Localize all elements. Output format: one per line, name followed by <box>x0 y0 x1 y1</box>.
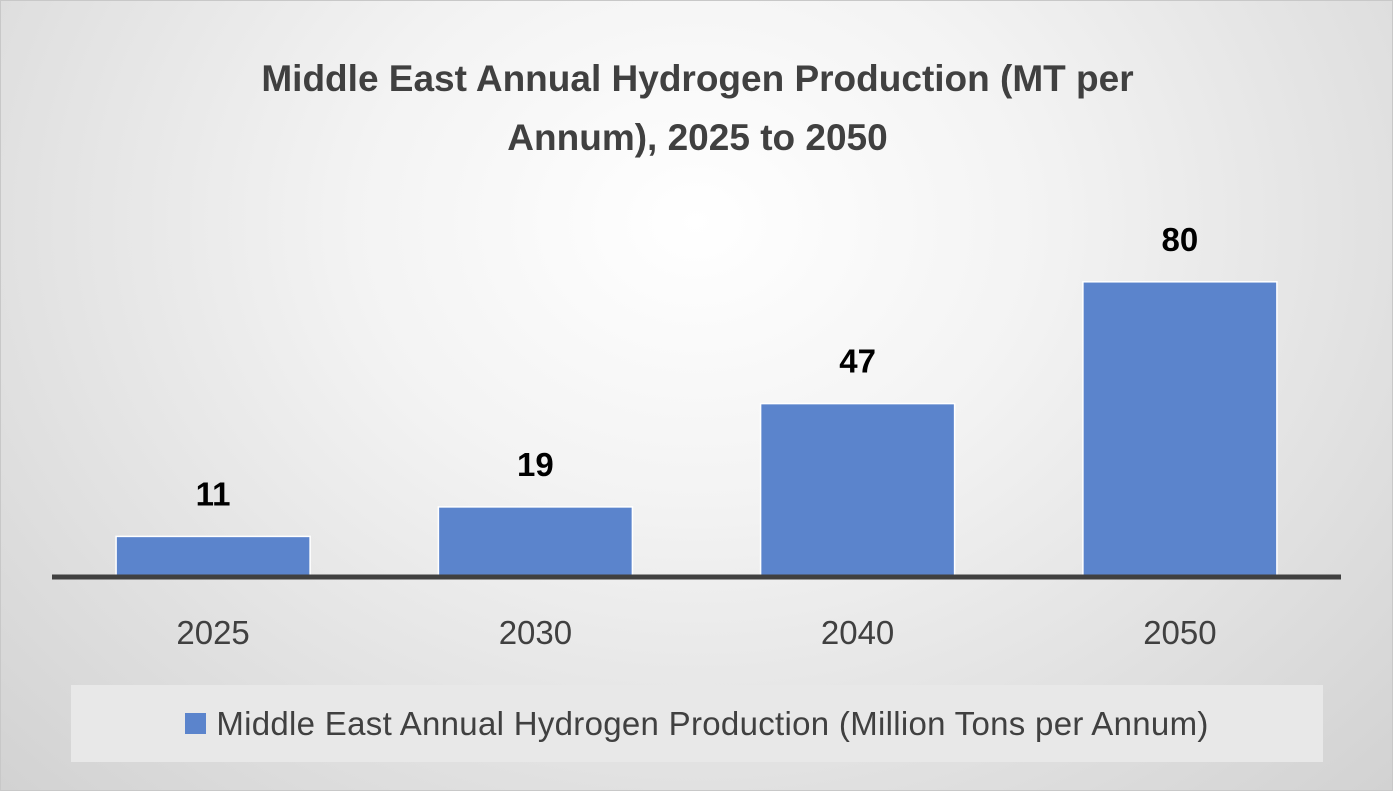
x-tick-label-2025: 2025 <box>176 614 249 651</box>
chart-title-line-2: Annum), 2025 to 2050 <box>507 117 888 158</box>
data-label-2025: 11 <box>196 475 231 512</box>
chart-title: Middle East Annual Hydrogen Production (… <box>1 49 1393 167</box>
x-tick-label-2040: 2040 <box>821 614 894 651</box>
legend: Middle East Annual Hydrogen Production (… <box>71 685 1323 762</box>
x-tick-label-2030: 2030 <box>499 614 572 651</box>
data-label-2030: 19 <box>517 446 554 483</box>
bar-2030 <box>437 506 634 578</box>
x-tick-label-2050: 2050 <box>1143 614 1216 651</box>
data-label-2050: 80 <box>1162 221 1199 258</box>
bar-2025 <box>115 535 311 578</box>
data-label-2040: 47 <box>839 343 876 380</box>
bar-2050 <box>1082 281 1278 578</box>
bar-2040 <box>759 402 956 578</box>
chart-title-line-1: Middle East Annual Hydrogen Production (… <box>261 58 1134 99</box>
legend-swatch <box>185 713 207 734</box>
legend-entry-label: Middle East Annual Hydrogen Production (… <box>216 704 1209 742</box>
